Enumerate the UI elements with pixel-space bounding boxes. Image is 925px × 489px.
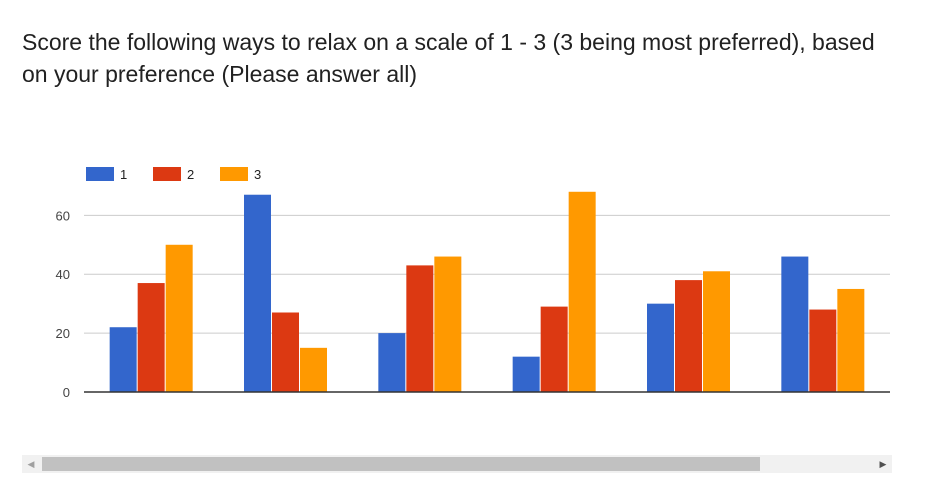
y-tick-label: 20 — [56, 326, 70, 341]
scroll-left-arrow-icon[interactable]: ◀ — [27, 459, 35, 469]
bar-series-3 — [703, 271, 730, 392]
chart-title: Score the following ways to relax on a s… — [22, 29, 875, 87]
bar-chart: 0 20 40 60 1 2 3 — [56, 167, 890, 400]
bar-series-1 — [109, 327, 137, 392]
bar-series-1 — [244, 194, 271, 392]
y-tick-label: 40 — [56, 267, 70, 282]
y-tick-label: 0 — [63, 385, 70, 400]
legend-swatch-1 — [86, 167, 114, 181]
bar-series-1 — [781, 256, 809, 392]
legend-label-2: 2 — [187, 167, 194, 182]
bar-series-3 — [837, 288, 865, 392]
bar-series-1 — [647, 303, 674, 392]
bar-series-2 — [406, 265, 434, 392]
legend-swatch-3 — [220, 167, 248, 181]
legend-swatch-2 — [153, 167, 181, 181]
y-tick-label: 60 — [56, 208, 70, 223]
bar-series-3 — [434, 256, 462, 392]
bar-series-2 — [675, 280, 702, 392]
scroll-right-arrow-icon[interactable]: ▶ — [879, 459, 887, 469]
bar-series-2 — [137, 283, 165, 392]
bar-series-3 — [165, 244, 193, 392]
bar-series-1 — [512, 356, 540, 392]
bar-series-3 — [568, 191, 596, 392]
scroll-thumb[interactable] — [42, 457, 760, 471]
bar-series-3 — [300, 347, 327, 392]
legend-label-1: 1 — [120, 167, 127, 182]
legend-label-3: 3 — [254, 167, 261, 182]
bar-series-2 — [272, 312, 299, 392]
horizontal-scrollbar[interactable]: ◀ ▶ — [22, 455, 892, 473]
bar-series-1 — [378, 333, 406, 392]
bar-series-2 — [809, 309, 837, 392]
bar-series-2 — [540, 306, 568, 392]
